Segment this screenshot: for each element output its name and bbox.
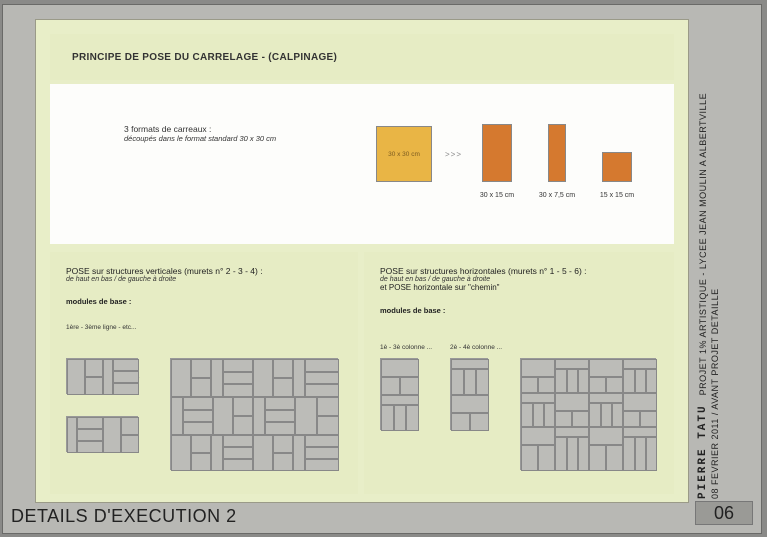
vpanel-module-2 <box>66 416 138 452</box>
vpanel-title: POSE sur structures verticales (murets n… <box>66 266 358 276</box>
vpanel-row1-label: 1ère - 3ème ligne - etc... <box>66 324 358 331</box>
base-tile-label: 30 x 30 cm <box>388 151 420 158</box>
vpanel-module-1 <box>66 358 138 394</box>
tile-formats-panel: 3 formats de carreaux : découpés dans le… <box>50 84 674 244</box>
hpanel-big-pattern <box>520 358 656 470</box>
hpanel-module-1 <box>380 358 418 430</box>
cut-tile-30x15-label: 30 x 15 cm <box>470 192 524 199</box>
author-name: PIERRE TATU <box>697 404 709 499</box>
header-title: PRINCIPE DE POSE DU CARRELAGE - (CALPINA… <box>72 52 337 63</box>
hpanel-module-2 <box>450 358 488 430</box>
vpanel-sub: de haut en bas / de gauche à droite <box>66 276 358 283</box>
title-block-column: PIERRE TATU PROJET 1% ARTISTIQUE - LYCEE… <box>695 19 753 503</box>
hpanel-title: POSE sur structures horizontales (murets… <box>380 266 674 276</box>
hpanel-mod: modules de base : <box>380 306 674 315</box>
cut-tile-15x15-label: 15 x 15 cm <box>590 192 644 199</box>
base-tile: 30 x 30 cm <box>376 126 432 182</box>
main-content: PRINCIPE DE POSE DU CARRELAGE - (CALPINA… <box>35 19 689 503</box>
cut-tile-30x7 <box>548 124 566 182</box>
formats-line2: découpés dans le format standard 30 x 30… <box>124 134 276 143</box>
vertical-pose-panel: POSE sur structures verticales (murets n… <box>50 252 358 494</box>
vpanel-big-pattern <box>170 358 338 470</box>
formats-line1: 3 formats de carreaux : <box>124 124 276 134</box>
cut-arrow: >>> <box>445 150 462 159</box>
hpanel-col2-label: 2è - 4è colonne ... <box>450 344 502 351</box>
footer-title: DETAILS D'EXECUTION 2 <box>11 506 237 527</box>
cut-tile-15x15 <box>602 152 632 182</box>
title-block-text: PIERRE TATU PROJET 1% ARTISTIQUE - LYCEE… <box>695 19 753 503</box>
page-number: 06 <box>695 501 753 525</box>
horizontal-pose-panel: POSE sur structures horizontales (murets… <box>364 252 674 494</box>
formats-text-block: 3 formats de carreaux : découpés dans le… <box>124 124 276 143</box>
cut-tile-30x15 <box>482 124 512 182</box>
header-bar: PRINCIPE DE POSE DU CARRELAGE - (CALPINA… <box>50 34 674 80</box>
hpanel-col1-label: 1è - 3è colonne ... <box>380 344 432 351</box>
hpanel-sub2: et POSE horizontale sur "chemin" <box>380 283 674 292</box>
hpanel-sub: de haut en bas / de gauche à droite <box>380 276 674 283</box>
project-date: 08 FEVRIER 2011 / AVANT PROJET DETAILLE <box>710 288 720 499</box>
drawing-sheet: PRINCIPE DE POSE DU CARRELAGE - (CALPINA… <box>2 4 762 534</box>
project-title: PROJET 1% ARTISTIQUE - LYCEE JEAN MOULIN… <box>698 93 708 395</box>
vpanel-mod: modules de base : <box>66 297 358 306</box>
cut-tile-30x7-label: 30 x 7,5 cm <box>532 192 582 199</box>
